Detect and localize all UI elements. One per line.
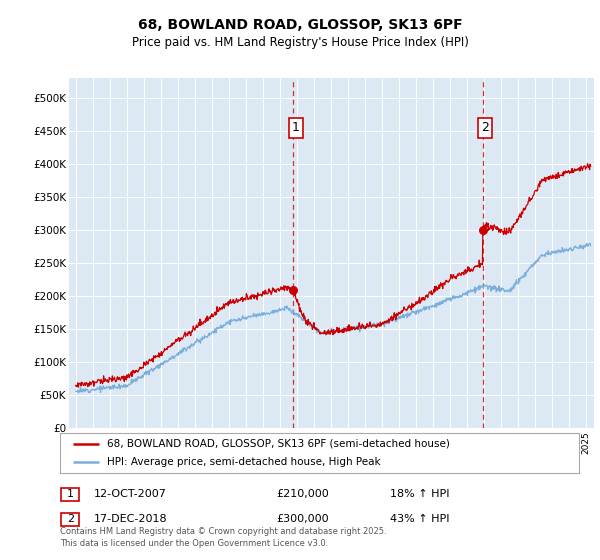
Text: 1: 1	[292, 122, 299, 134]
Text: 68, BOWLAND ROAD, GLOSSOP, SK13 6PF: 68, BOWLAND ROAD, GLOSSOP, SK13 6PF	[137, 18, 463, 32]
Text: 43% ↑ HPI: 43% ↑ HPI	[390, 514, 449, 524]
Text: £210,000: £210,000	[276, 489, 329, 499]
Text: 12-OCT-2007: 12-OCT-2007	[94, 489, 167, 499]
Text: 18% ↑ HPI: 18% ↑ HPI	[390, 489, 449, 499]
Text: 2: 2	[67, 514, 74, 524]
Text: HPI: Average price, semi-detached house, High Peak: HPI: Average price, semi-detached house,…	[107, 458, 380, 467]
Text: 1: 1	[67, 489, 74, 499]
Text: Contains HM Land Registry data © Crown copyright and database right 2025.
This d: Contains HM Land Registry data © Crown c…	[60, 527, 386, 548]
Text: 68, BOWLAND ROAD, GLOSSOP, SK13 6PF (semi-detached house): 68, BOWLAND ROAD, GLOSSOP, SK13 6PF (sem…	[107, 439, 449, 449]
Text: 2: 2	[481, 122, 490, 134]
Text: 17-DEC-2018: 17-DEC-2018	[94, 514, 168, 524]
Text: Price paid vs. HM Land Registry's House Price Index (HPI): Price paid vs. HM Land Registry's House …	[131, 36, 469, 49]
Text: £300,000: £300,000	[276, 514, 329, 524]
